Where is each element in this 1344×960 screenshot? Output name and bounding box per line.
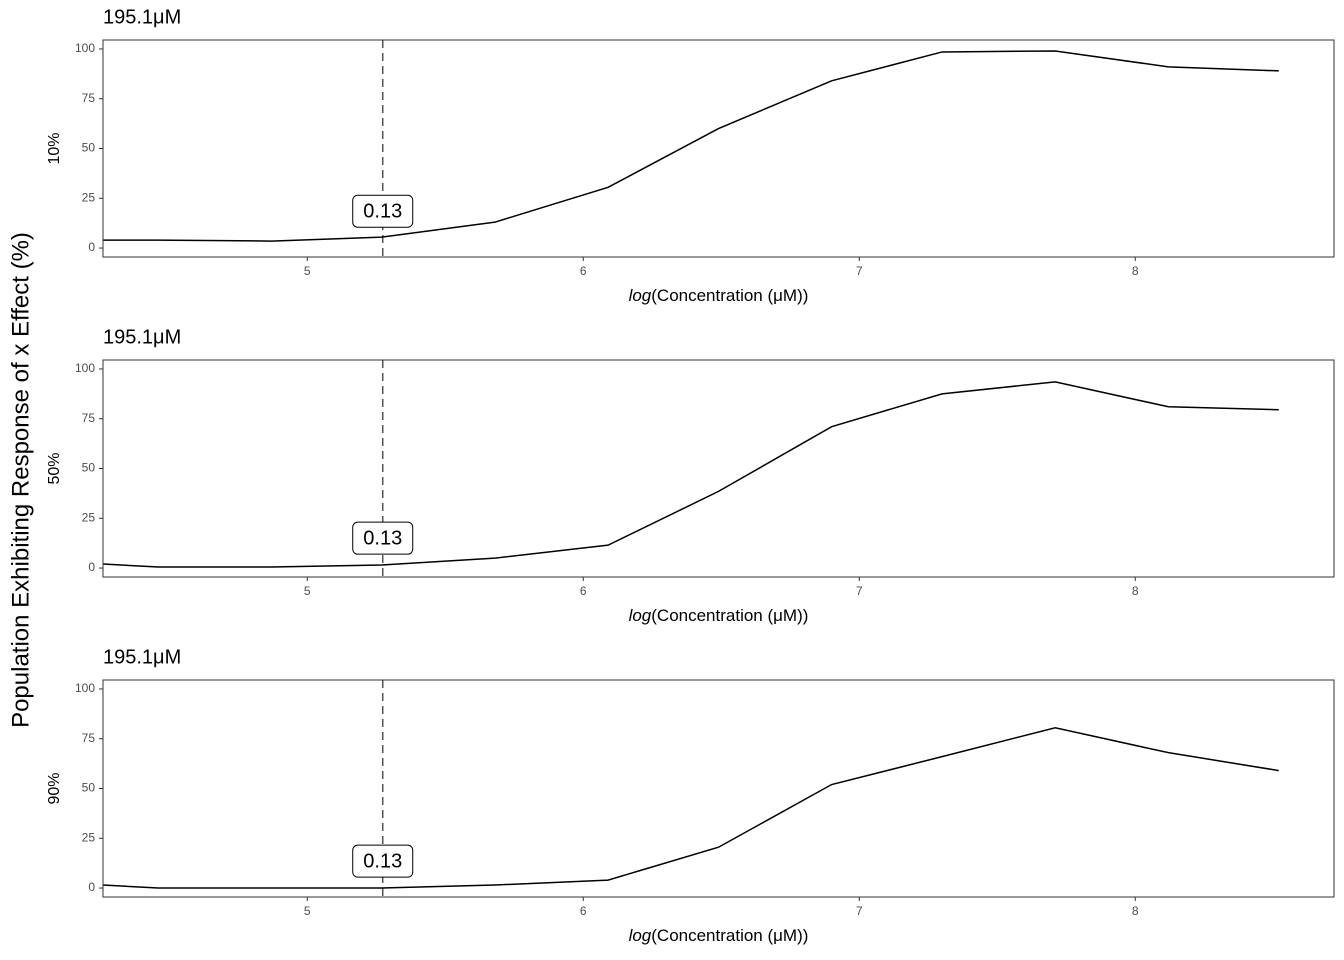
data-line (102, 381, 1279, 568)
data-line (102, 727, 1279, 889)
x-tick-label: 5 (304, 264, 311, 278)
annotation-box (352, 194, 414, 228)
y-axis-label: 10% (46, 132, 63, 164)
x-axis-label: log(Concentration (μM)) (629, 286, 809, 305)
x-axis-label-fn: log (629, 286, 652, 305)
x-tick-label: 6 (580, 904, 587, 918)
x-tick-label: 6 (580, 584, 587, 598)
y-tick-label: 100 (75, 41, 95, 55)
plot-frame (102, 39, 1335, 258)
y-tick-label: 0 (88, 560, 95, 574)
y-axis-label: 90% (46, 772, 63, 804)
x-axis-label-fn: log (629, 926, 652, 945)
x-tick-label: 6 (580, 264, 587, 278)
annotation-label: 0.13 (363, 200, 402, 222)
y-tick-label: 0 (88, 880, 95, 894)
x-axis-label-fn: log (629, 606, 652, 625)
plot-frame (102, 359, 1335, 578)
data-line (103, 50, 1279, 242)
y-tick-label: 75 (82, 411, 96, 425)
panel-title: 195.1μM (103, 6, 181, 28)
y-tick-label: 100 (75, 361, 95, 375)
y-axis-label: Population Exhibiting Response of x Effe… (7, 232, 34, 728)
x-tick-label: 8 (1132, 584, 1139, 598)
x-axis-label-text: (Concentration (μM)) (651, 606, 808, 625)
x-axis-label: log(Concentration (μM)) (629, 926, 809, 945)
x-tick-label: 7 (856, 584, 863, 598)
y-axis-label: 50% (46, 452, 63, 484)
annotation-label: 0.13 (363, 850, 402, 872)
panel-title: 195.1μM (103, 326, 181, 348)
x-tick-label: 5 (304, 584, 311, 598)
y-tick-label: 75 (82, 731, 96, 745)
annotation-label: 0.13 (363, 527, 402, 549)
y-tick-label: 25 (82, 830, 96, 844)
y-tick-label: 25 (82, 510, 96, 524)
x-axis-label-text: (Concentration (μM)) (651, 286, 808, 305)
plot-frame (102, 679, 1335, 898)
x-tick-label: 7 (856, 264, 863, 278)
x-tick-label: 8 (1132, 264, 1139, 278)
annotation-box (352, 844, 414, 878)
y-tick-label: 50 (82, 461, 96, 475)
x-tick-label: 7 (856, 904, 863, 918)
x-axis-label: log(Concentration (μM)) (629, 606, 809, 625)
x-axis-label-text: (Concentration (μM)) (651, 926, 808, 945)
annotation-box (352, 521, 414, 555)
x-tick-label: 8 (1132, 904, 1139, 918)
y-tick-label: 50 (82, 781, 96, 795)
x-tick-label: 5 (304, 904, 311, 918)
y-tick-label: 25 (82, 190, 96, 204)
y-tick-label: 50 (82, 141, 96, 155)
y-tick-label: 100 (75, 681, 95, 695)
panel-title: 195.1μM (103, 646, 181, 668)
y-tick-label: 75 (82, 91, 96, 105)
y-tick-label: 0 (88, 240, 95, 254)
